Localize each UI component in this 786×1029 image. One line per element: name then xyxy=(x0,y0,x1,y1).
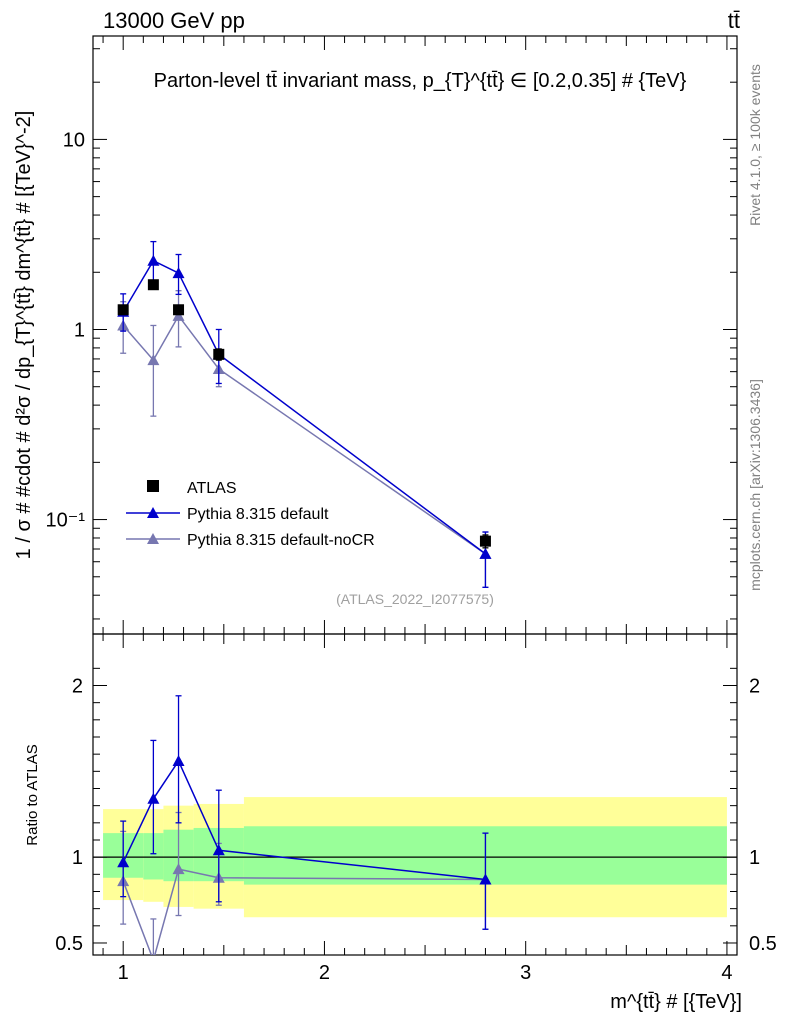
legend-label-default: Pythia 8.315 default xyxy=(187,506,329,523)
main-data-point xyxy=(479,547,492,559)
ratio-y-tick-label-right: 0.5 xyxy=(749,933,777,955)
main-data-point xyxy=(147,354,160,366)
legend-label-atlas: ATLAS xyxy=(187,480,237,497)
main-y-tick-label: 10⁻¹ xyxy=(46,510,86,532)
x-axis-label: m^{tt̄} # [{TeV}] xyxy=(610,991,742,1013)
x-tick-label: 1 xyxy=(118,962,129,984)
ratio-y-tick-label: 0.5 xyxy=(55,933,83,955)
rivet-label: Rivet 4.1.0, ≥ 100k events xyxy=(747,64,763,226)
main-data-point xyxy=(213,348,225,360)
ratio-data-point xyxy=(212,844,225,856)
legend: ATLAS Pythia 8.315 default Pythia 8.315 … xyxy=(126,480,375,549)
energy-label: 13000 GeV pp xyxy=(103,8,245,33)
ratio-y-tick-label-right: 1 xyxy=(749,847,760,869)
ratio-data-point xyxy=(152,954,154,955)
main-data-point xyxy=(173,304,185,316)
ratio-data-point xyxy=(117,856,130,868)
analysis-watermark: (ATLAS_2022_I2077575) xyxy=(336,591,494,607)
main-panel xyxy=(117,240,492,588)
plot-title: Parton-level tt̄ invariant mass, p_{T}^{… xyxy=(154,70,687,92)
ratio-data-point xyxy=(479,873,492,885)
main-data-point xyxy=(147,254,160,266)
legend-marker-default xyxy=(147,507,159,518)
main-y-tick-label: 1 xyxy=(74,319,85,341)
ratio-band-inner xyxy=(143,833,164,880)
main-data-point xyxy=(172,309,185,321)
ratio-series-pythia-8-315-default xyxy=(117,695,492,930)
legend-label-nocr: Pythia 8.315 default-noCR xyxy=(187,532,375,549)
main-series-atlas xyxy=(117,279,491,549)
legend-marker-atlas xyxy=(147,480,159,492)
ratio-y-tick-label-right: 2 xyxy=(749,675,760,697)
x-ticks: 1 2 3 4 xyxy=(102,36,733,984)
ratio-y-axis-label: Ratio to ATLAS xyxy=(24,744,41,845)
main-y-tick-label: 10 xyxy=(63,129,85,151)
process-label: tt̄ xyxy=(728,8,740,33)
x-tick-label: 3 xyxy=(520,962,531,984)
mcplots-label: mcplots.cern.ch [arXiv:1306.3436] xyxy=(747,379,763,591)
ratio-panel-frame xyxy=(92,633,738,956)
main-data-point xyxy=(479,535,491,547)
main-y-axis-label: 1 / σ # #cdot # d²σ / dp_{T}^{tt̄} dm^{t… xyxy=(13,111,35,560)
ratio-data-point xyxy=(172,755,185,767)
legend-marker-nocr xyxy=(147,533,159,544)
ratio-y-ticks: 0.5 0.5 1 1 2 2 xyxy=(55,667,777,955)
ratio-data-point xyxy=(147,792,160,804)
main-data-point xyxy=(117,304,129,316)
ratio-y-tick-label: 2 xyxy=(72,675,83,697)
ratio-panel-series xyxy=(117,695,492,955)
main-data-point xyxy=(147,279,159,291)
ratio-y-tick-label: 1 xyxy=(72,847,83,869)
main-y-ticks: 10⁻¹ 1 10 xyxy=(46,48,737,620)
x-tick-label: 2 xyxy=(319,962,330,984)
main-data-point xyxy=(172,267,185,279)
x-tick-label: 4 xyxy=(721,962,732,984)
ratio-data-point xyxy=(172,863,185,875)
